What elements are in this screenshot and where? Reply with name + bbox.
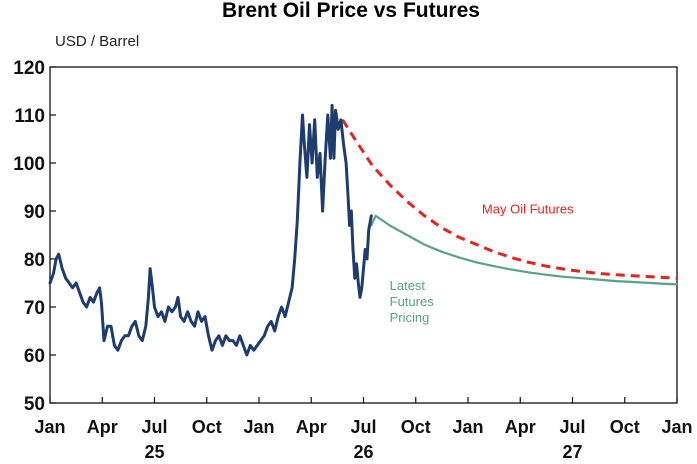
annotation-label-0: May Oil Futures: [482, 201, 574, 216]
y-tick-label-2: 70: [24, 298, 45, 319]
x-tick-label-8: Jan: [452, 417, 483, 437]
annotation-label-3: Pricing: [390, 310, 430, 325]
series-lines: [48, 103, 679, 357]
y-tick-label-7: 120: [13, 58, 45, 79]
series-line-2: [370, 214, 679, 286]
x-tick-label-6: Jul: [350, 417, 376, 437]
y-tick-label-3: 80: [24, 250, 45, 271]
year-label-2: 27: [562, 442, 582, 462]
annotation-label-2: Futures: [390, 294, 435, 309]
y-tick-label-6: 110: [14, 106, 45, 127]
x-tick-label-11: Oct: [610, 417, 640, 437]
x-tick-label-0: Jan: [34, 417, 65, 437]
plot-frame: [49, 66, 678, 404]
annotation-label-1: Latest: [390, 278, 426, 293]
y-axis-unit-label: USD / Barrel: [55, 33, 139, 50]
year-label-0: 25: [144, 442, 164, 462]
y-axis: 50 60 70 80 90 100 110 120: [13, 58, 56, 415]
x-tick-label-10: Jul: [559, 417, 585, 437]
x-tick-label-1: Apr: [87, 417, 118, 437]
x-tick-label-9: Apr: [505, 417, 536, 437]
x-tick-label-12: Jan: [661, 417, 692, 437]
series-line-0: [48, 103, 373, 357]
year-label-1: 26: [353, 442, 373, 462]
y-tick-label-1: 60: [24, 346, 45, 367]
x-axis: Jan Apr Jul Oct Jan Apr Jul Oct Jan Apr Jul Oct Jan 2…: [34, 397, 693, 462]
x-tick-label-2: Jul: [141, 417, 167, 437]
y-tick-label-4: 90: [24, 202, 45, 223]
y-tick-label-5: 100: [13, 154, 45, 175]
x-tick-label-5: Apr: [296, 417, 327, 437]
x-tick-label-3: Oct: [192, 417, 222, 437]
x-tick-label-7: Oct: [401, 417, 431, 437]
chart-title: Brent Oil Price vs Futures: [222, 0, 480, 22]
x-tick-label-4: Jan: [243, 417, 274, 437]
y-tick-label-0: 50: [24, 394, 45, 415]
series-line-1: [341, 118, 678, 280]
